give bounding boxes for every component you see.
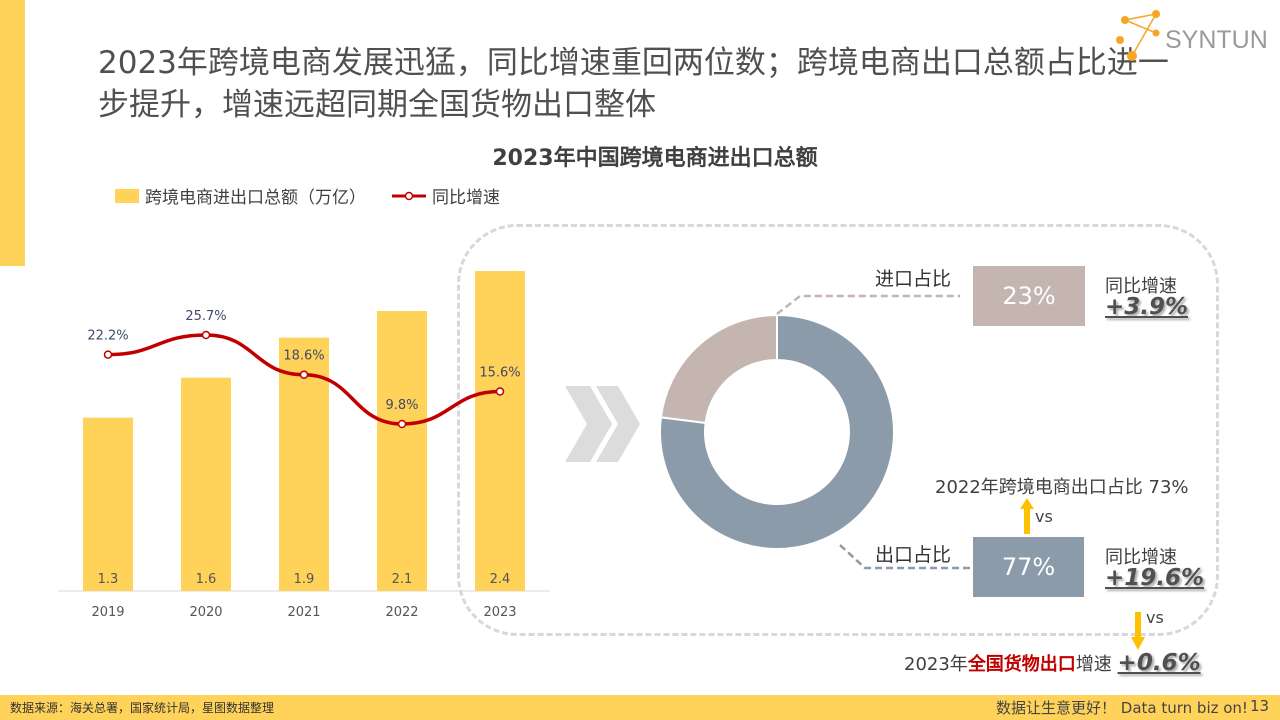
source-note: 数据来源：海关总署，国家统计局，星图数据整理 (10, 701, 275, 715)
growth-label: 15.6% (479, 366, 520, 381)
growth-label: 22.2% (87, 329, 128, 344)
chart-title: 2023年中国跨境电商进出口总额 (492, 146, 818, 171)
page-title: 2023年跨境电商发展迅猛，同比增速重回两位数；跨境电商出口总额占比进一步提升，… (98, 45, 1169, 123)
growth-label: 25.7% (185, 309, 226, 324)
import-leader-line (776, 294, 960, 315)
logo-text: SYNTUN (1165, 26, 1268, 54)
donut-slice (659, 313, 895, 550)
legend: 跨境电商进出口总额（万亿） 同比增速 (115, 183, 500, 208)
donut-slice (659, 313, 778, 425)
national-prefix: 2023年 (904, 654, 968, 675)
legend-bar-swatch (115, 188, 139, 203)
growth-label: 9.8% (385, 398, 418, 413)
x-tick-label: 2019 (91, 605, 124, 620)
growth-point (397, 419, 407, 429)
bar-value-label: 1.6 (196, 572, 217, 587)
bar (377, 311, 427, 591)
vs-label-2: vs (1146, 608, 1164, 627)
legend-line-swatch (392, 191, 426, 200)
syntun-logo-icon (1116, 10, 1160, 61)
compare-2022-text: 2022年跨境电商出口占比 73% (935, 477, 1189, 498)
export-growth-value: +19.6% (1105, 565, 1205, 591)
bar (279, 337, 329, 591)
growth-point (495, 387, 505, 396)
import-growth-label: 同比增速 (1105, 276, 1177, 297)
x-tick-label: 2021 (287, 605, 320, 620)
growth-point (299, 370, 309, 379)
import-share-value: 23% (973, 266, 1085, 326)
chevron-arrows-icon (565, 386, 640, 462)
import-growth-value: +3.9% (1105, 294, 1189, 320)
growth-point (103, 350, 113, 359)
bar-value-label: 1.3 (98, 572, 119, 587)
highlight-frame (457, 224, 1219, 636)
bar (83, 417, 133, 591)
bar-value-label: 1.9 (294, 572, 315, 587)
slogan: 数据让生意更好！ Data turn biz on! (996, 699, 1248, 717)
growth-label: 18.6% (283, 349, 324, 364)
legend-bar-label: 跨境电商进出口总额（万亿） (145, 188, 366, 208)
bar (181, 377, 231, 591)
export-growth-label: 同比增速 (1105, 547, 1177, 568)
footer-bar (0, 695, 1280, 720)
export-share-value: 77% (973, 537, 1084, 597)
x-tick-label: 2022 (385, 605, 418, 620)
export-leader-line (839, 544, 975, 570)
legend-line-label: 同比增速 (432, 188, 500, 208)
page-number: 13 (1250, 697, 1270, 715)
national-suffix: 增速 (1075, 654, 1112, 675)
bar-value-label: 2.1 (392, 572, 413, 587)
import-share-label: 进口占比 (875, 268, 952, 290)
accent-bar (0, 0, 25, 266)
export-share-label: 出口占比 (875, 544, 952, 566)
down-arrow-icon (1131, 612, 1145, 650)
national-highlight: 全国货物出口 (967, 654, 1076, 675)
x-tick-label: 2020 (189, 605, 222, 620)
bar-value-label: 2.4 (490, 572, 511, 587)
national-export-growth: 2023年全国货物出口增速 +0.6% (904, 650, 1201, 676)
growth-point (201, 330, 211, 340)
x-tick-label: 2023 (483, 605, 516, 620)
bar (475, 271, 525, 591)
national-growth-value: +0.6% (1117, 650, 1201, 676)
up-arrow-icon (1020, 498, 1034, 534)
vs-label-1: vs (1035, 507, 1053, 526)
